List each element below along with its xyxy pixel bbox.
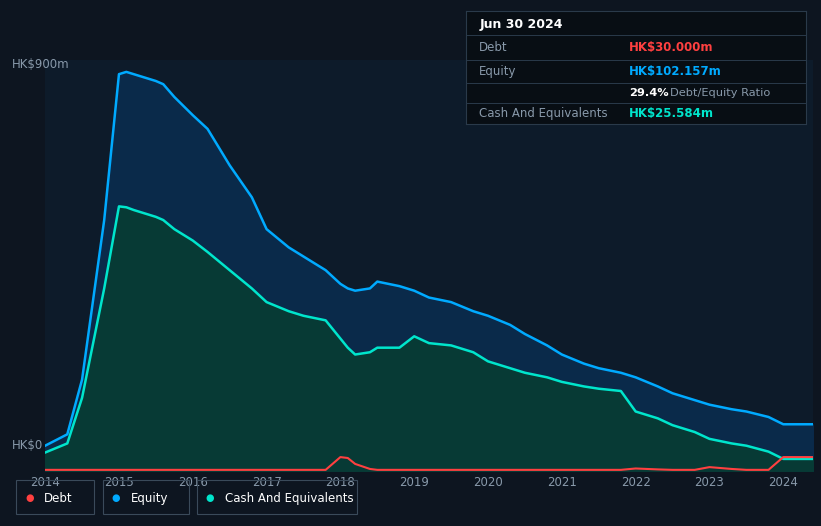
Text: Cash And Equivalents: Cash And Equivalents xyxy=(225,492,354,504)
Text: ●: ● xyxy=(112,493,120,503)
Text: 29.4%: 29.4% xyxy=(629,88,668,98)
Text: Jun 30 2024: Jun 30 2024 xyxy=(479,18,562,32)
Text: HK$30.000m: HK$30.000m xyxy=(629,42,713,54)
Text: HK$25.584m: HK$25.584m xyxy=(629,107,714,120)
Text: HK$102.157m: HK$102.157m xyxy=(629,65,722,78)
Text: HK$900m: HK$900m xyxy=(12,58,70,71)
Text: ●: ● xyxy=(25,493,34,503)
Text: ●: ● xyxy=(206,493,214,503)
Text: Debt: Debt xyxy=(479,42,507,54)
Text: Equity: Equity xyxy=(479,65,516,78)
Text: Debt/Equity Ratio: Debt/Equity Ratio xyxy=(670,88,770,98)
Text: Cash And Equivalents: Cash And Equivalents xyxy=(479,107,608,120)
Text: Equity: Equity xyxy=(131,492,168,504)
Text: HK$0: HK$0 xyxy=(12,439,44,452)
Text: Debt: Debt xyxy=(44,492,73,504)
